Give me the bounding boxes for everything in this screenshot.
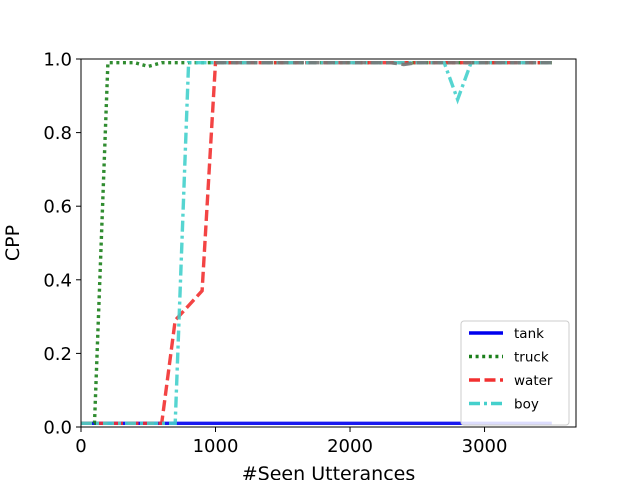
y-axis: 0.0 0.2 0.4 0.6 0.8 1.0 — [43, 50, 81, 439]
series-line-boy — [81, 61, 552, 425]
legend: tank truck water boy — [460, 320, 570, 426]
plot-frame — [80, 58, 577, 428]
series-line-unlabeled-4 — [215, 61, 552, 67]
legend-label-water: water — [514, 373, 553, 389]
y-tick-label: 0.6 — [43, 197, 72, 218]
y-tick-label: 0.8 — [43, 123, 72, 144]
legend-label-tank: tank — [514, 326, 544, 342]
legend-box — [460, 320, 570, 426]
x-tick-label: 1000 — [193, 436, 239, 457]
x-tick-label: 2000 — [327, 436, 373, 457]
x-axis: 0 1000 2000 3000 — [75, 427, 507, 457]
y-tick-label: 0.2 — [43, 344, 72, 365]
y-tick-label: 0.4 — [43, 270, 72, 291]
y-tick-label: 0.0 — [43, 418, 72, 439]
x-tick-label: 0 — [75, 436, 86, 457]
y-axis-title: CPP — [2, 225, 24, 261]
legend-label-truck: truck — [514, 350, 549, 366]
x-tick-label: 3000 — [462, 436, 508, 457]
series-line-truck — [81, 61, 552, 425]
x-axis-title: #Seen Utterances — [242, 463, 415, 480]
y-tick-label: 1.0 — [43, 50, 72, 71]
legend-label-boy: boy — [514, 397, 539, 413]
